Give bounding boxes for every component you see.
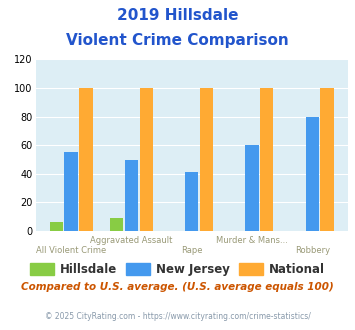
Text: Aggravated Assault: Aggravated Assault [90,236,173,245]
Bar [50,222,63,231]
Bar [200,88,213,231]
Text: Violent Crime Comparison: Violent Crime Comparison [66,33,289,48]
Legend: Hillsdale, New Jersey, National: Hillsdale, New Jersey, National [26,258,329,281]
Text: 2019 Hillsdale: 2019 Hillsdale [117,8,238,23]
Text: © 2025 CityRating.com - https://www.cityrating.com/crime-statistics/: © 2025 CityRating.com - https://www.city… [45,312,310,321]
Text: Murder & Mans...: Murder & Mans... [216,236,288,245]
Bar [140,88,153,231]
Bar [321,88,334,231]
Text: All Violent Crime: All Violent Crime [36,246,106,255]
Bar [306,116,319,231]
Text: Compared to U.S. average. (U.S. average equals 100): Compared to U.S. average. (U.S. average … [21,282,334,292]
Bar [125,159,138,231]
Bar [79,88,93,231]
Bar [260,88,273,231]
Bar [245,145,259,231]
Text: Rape: Rape [181,246,202,255]
Bar [185,172,198,231]
Text: Robbery: Robbery [295,246,330,255]
Bar [65,152,78,231]
Bar [110,218,123,231]
